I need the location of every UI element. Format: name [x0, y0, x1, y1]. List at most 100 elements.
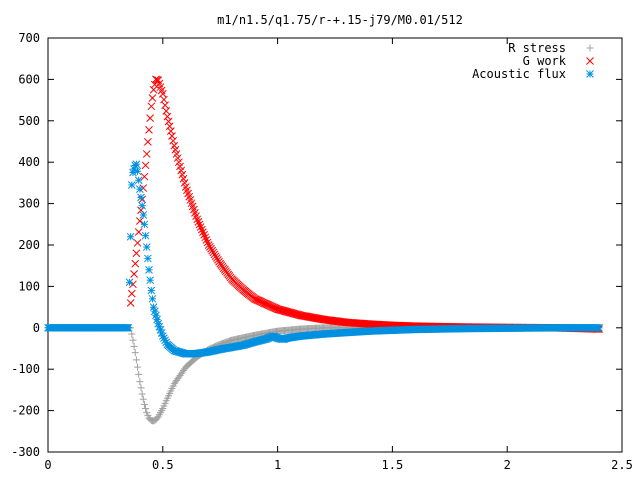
data-point [147, 286, 156, 295]
x-tick-label: 0 [44, 458, 51, 472]
data-point [203, 238, 212, 247]
data-point [135, 217, 144, 225]
data-point [152, 75, 160, 84]
legend-marker [586, 70, 594, 78]
plot-frame [47, 37, 623, 453]
data-point [147, 102, 156, 111]
data-point [140, 220, 149, 229]
y-tick-label: 200 [18, 238, 40, 252]
series-g-work [126, 75, 603, 333]
x-tick-label: 1 [274, 458, 281, 472]
data-point [131, 259, 140, 268]
data-point [142, 150, 151, 158]
series-r-stress [44, 324, 603, 425]
data-point [169, 136, 177, 145]
legend-marker [586, 57, 594, 65]
data-point [164, 117, 173, 126]
data-point [204, 241, 213, 249]
data-point [153, 75, 161, 84]
data-point [144, 254, 152, 263]
data-point [129, 336, 137, 344]
legend-label: Acoustic flux [472, 67, 566, 81]
data-point [209, 248, 218, 257]
data-point [202, 236, 211, 244]
data-point [201, 233, 210, 242]
data-point [148, 294, 157, 303]
data-point [197, 225, 206, 234]
data-point [215, 257, 223, 266]
data-point [135, 370, 143, 378]
data-marks [44, 75, 603, 425]
data-point [124, 323, 133, 332]
y-tick-label: 300 [18, 197, 40, 211]
data-point [130, 270, 138, 278]
y-tick-label: 700 [18, 31, 40, 45]
data-point [141, 231, 150, 240]
y-tick-label: 0 [33, 321, 40, 335]
y-tick-label: -100 [11, 362, 40, 376]
data-point [211, 252, 220, 261]
data-point [142, 405, 150, 413]
data-point [132, 356, 140, 364]
data-point [137, 193, 145, 202]
data-point [145, 126, 153, 134]
x-tick-label: 1.5 [382, 458, 404, 472]
data-point [195, 220, 204, 229]
data-point [200, 230, 208, 239]
data-point [165, 122, 174, 131]
legend-label: R stress [508, 41, 566, 55]
data-point [145, 265, 153, 274]
data-point [140, 172, 149, 181]
data-point [133, 167, 142, 176]
data-point [144, 138, 152, 146]
data-point [126, 232, 135, 241]
data-point [134, 176, 143, 185]
data-point [137, 384, 145, 392]
data-point [214, 256, 222, 264]
data-point [128, 330, 136, 338]
data-point [208, 246, 217, 255]
data-point [146, 114, 155, 122]
data-point [163, 112, 172, 121]
legend-label: G work [523, 54, 567, 68]
data-point [212, 254, 221, 262]
data-point [140, 400, 148, 408]
data-point [132, 160, 141, 169]
data-point [135, 185, 144, 193]
data-point [134, 228, 143, 236]
data-point [132, 249, 141, 258]
data-point [206, 243, 214, 251]
data-point [125, 278, 134, 287]
data-point [154, 319, 163, 328]
y-tick-label: 100 [18, 279, 40, 293]
y-tick-label: 500 [18, 114, 40, 128]
y-tick-label: -200 [11, 404, 40, 418]
data-point [131, 349, 139, 357]
y-tick-label: 600 [18, 72, 40, 86]
data-point [134, 363, 142, 371]
data-point [133, 239, 142, 247]
y-tick-label: -300 [11, 445, 40, 459]
data-point [196, 223, 205, 231]
data-point [199, 228, 207, 237]
data-point [127, 289, 136, 298]
legend-marker [586, 44, 594, 52]
y-tick-label: 400 [18, 155, 40, 169]
data-point [142, 243, 151, 251]
axes: -300 -200 -100 0 100 200 300 400 500 600 700 0 0.5 1 1… [11, 31, 633, 472]
data-point [127, 181, 136, 189]
data-point [141, 161, 150, 170]
series-acoustic-flux [44, 160, 603, 358]
data-point [146, 276, 155, 285]
data-point [153, 414, 161, 422]
data-point [139, 395, 147, 403]
data-point [193, 215, 202, 224]
data-point [138, 201, 146, 210]
data-point [126, 299, 135, 307]
data-point [130, 342, 138, 350]
data-point [168, 132, 176, 140]
data-point [194, 218, 203, 226]
chart-title: m1/n1.5/q1.75/r-+.15-j79/M0.01/512 [217, 13, 463, 27]
